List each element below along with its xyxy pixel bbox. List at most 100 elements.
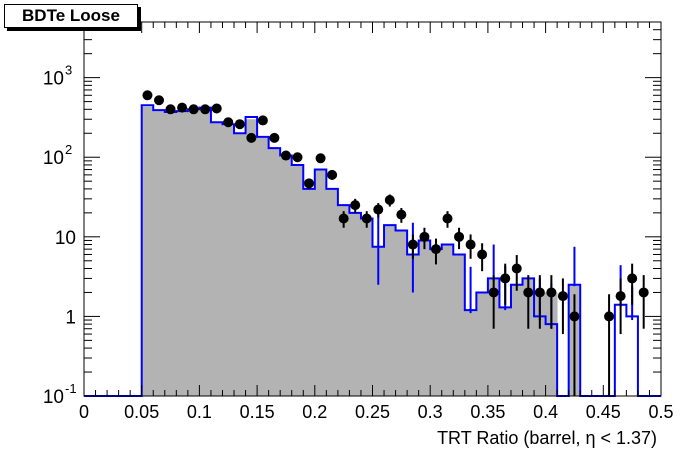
filled-bin [176,111,189,396]
data-point [142,90,153,101]
filled-bin [441,244,454,396]
data-point [523,287,534,298]
data-point [200,104,211,115]
data-point [246,132,257,143]
x-tick-label: 0.05 [124,402,159,422]
data-point [396,209,407,220]
x-tick-label: 0.15 [240,402,275,422]
filled-bin [337,205,350,396]
filled-bin [476,292,489,396]
data-point [638,287,649,298]
filled-bin [268,148,281,396]
data-point [350,200,361,211]
x-tick-label: 0.4 [533,402,558,422]
filled-bin [199,107,212,397]
filled-bin [349,212,362,396]
filled-bin [510,284,523,396]
filled-bin [234,133,246,396]
filled-bin [245,119,258,397]
data-point [546,287,557,298]
y-tick-label: 10 [43,387,64,408]
data-point [361,213,372,224]
filled-bin [534,292,546,396]
x-tick-label: 0.45 [586,402,621,422]
filled-bin [314,169,327,396]
data-point [477,249,488,260]
filled-bin [164,112,177,397]
data-point [188,104,199,115]
filled-bin [395,230,408,396]
y-tick-label: 10 [55,228,76,249]
y-tick-label: 10 [43,148,64,169]
data-point [557,291,568,302]
filled-bin [257,137,270,396]
filled-bin [360,218,373,396]
y-tick-label-exponent: 2 [65,142,72,157]
data-point [407,239,418,250]
x-tick-label: 0.25 [355,402,390,422]
data-point [165,104,176,115]
data-point [500,273,511,284]
filled-bin [303,188,316,396]
data-point [627,273,638,284]
x-tick-label: 0.3 [418,402,443,422]
data-point [177,102,188,113]
filled-bin [222,125,235,397]
data-point [327,169,338,180]
filled-bin [141,106,154,397]
x-tick-label: 0 [79,402,89,422]
filled-bin [499,307,512,396]
data-point [211,103,222,114]
filled-bin [430,249,443,396]
data-point [488,287,499,298]
data-point [292,152,303,163]
y-tick-label: 10 [43,69,64,90]
y-tick-label: 1 [65,307,76,328]
filled-bin [372,246,385,396]
chart-title: BDTe Loose [4,4,138,28]
filled-bin [545,292,558,396]
data-point [569,311,580,322]
x-axis-ticks: 0 0.05 0.1 0.15 0.2 0.25 0.3 0.35 0.4 0.45 0.5 [79,22,674,422]
filled-bin [407,254,420,396]
data-point [373,204,384,215]
data-point [384,195,395,206]
filled-bin [487,278,500,396]
filled-bin [326,188,339,396]
step-outline [84,104,661,397]
y-tick-label-exponent: -1 [65,381,77,396]
data-point [304,178,315,189]
x-axis-label: TRT Ratio (barrel, η < 1.37) [437,428,657,448]
data-point [234,119,245,130]
filled-histogram-series [141,106,581,397]
x-tick-label: 0.1 [187,402,212,422]
data-point [280,150,291,161]
data-point [419,231,430,242]
data-point [534,287,545,298]
x-tick-label: 0.5 [648,402,673,422]
filled-bin [291,164,304,396]
filled-bin [522,278,535,396]
filled-bin [210,122,223,396]
filled-bin [453,254,466,396]
data-point [430,244,441,255]
data-point [315,153,326,164]
filled-bin [280,157,293,396]
filled-bin [418,240,431,396]
data-point [615,291,626,302]
data-points-series [142,90,649,396]
x-tick-label: 0.35 [470,402,505,422]
data-point [454,231,465,242]
filled-bin [187,110,200,397]
data-point [223,117,234,128]
data-point [511,263,522,274]
data-point [154,95,165,106]
y-tick-label-exponent: 3 [65,63,72,78]
data-point [442,213,453,224]
filled-bin [153,110,166,397]
data-point [604,311,615,322]
data-point [269,132,280,143]
data-point [465,239,476,250]
